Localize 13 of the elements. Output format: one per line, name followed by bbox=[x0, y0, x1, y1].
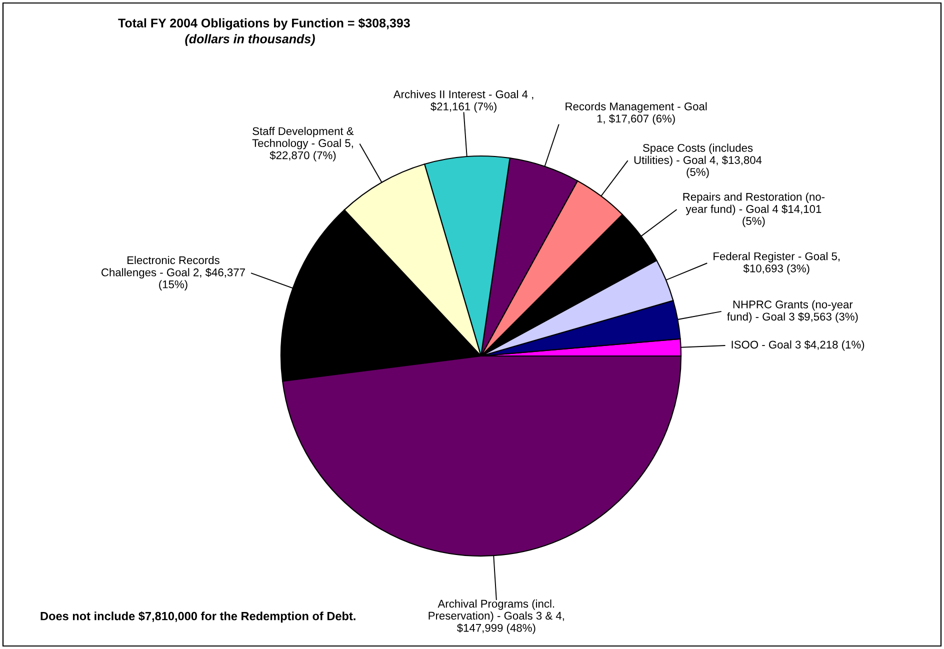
text: Does not include $7,810,000 for the Redemption of Debt. bbox=[40, 611, 356, 623]
chart-title: Total FY 2004 Obligations by Function = $308,393 bbox=[118, 18, 410, 30]
slice-label: Archives II Interest - Goal 4 , $21,161 (7%) bbox=[393, 90, 534, 113]
slice-label: Repairs and Restoration (no- year fund) - Goal 4 $14,101 (5%) bbox=[683, 192, 825, 228]
slice-label: Archival Programs (incl. Preservation) - Goals 3 & 4, $147,999 (48%) bbox=[428, 600, 564, 634]
slice-label: Space Costs (includes Utilities) - Goal 4, $13,804 (5%) bbox=[634, 144, 762, 178]
chart-subtitle: (dollars in thousands) bbox=[185, 34, 315, 46]
slice-label: Staff Development & Technology - Goal 5, $22,870 (7%) bbox=[252, 126, 354, 162]
slice-label: NHPRC Grants (no-year fund) - Goal 3 $9,563 (3%) bbox=[727, 300, 858, 323]
slice-label: Records Management - Goal 1, $17,607 (6%) bbox=[566, 102, 707, 125]
slice-label: Federal Register - Goal 5, $10,693 (3%) bbox=[714, 252, 840, 275]
slice-label: Electronic Records Challenges - Goal 2, $46,377 (15%) bbox=[102, 256, 245, 290]
slice-label: ISOO - Goal 3 $4,218 (1%) bbox=[732, 340, 864, 351]
